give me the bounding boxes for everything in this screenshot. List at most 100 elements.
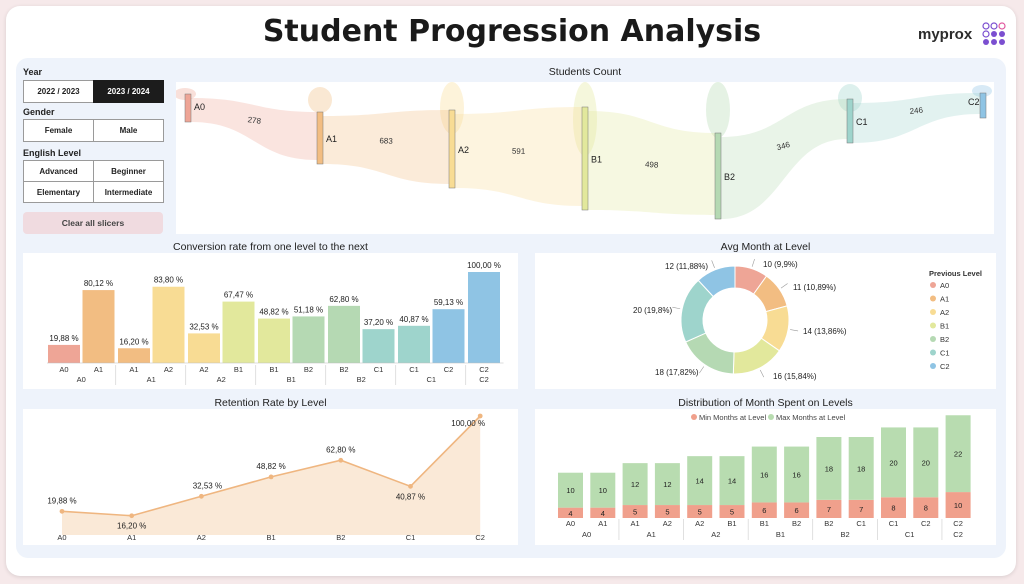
sankey-node-label: C2 (968, 97, 980, 107)
retention-rate-title: Retention Rate by Level (214, 397, 327, 409)
retention-point-B1 (268, 474, 274, 480)
sankey-flow-value: 683 (379, 136, 393, 145)
donut-legend-label: B1 (940, 322, 949, 331)
distribution-min-label: 6 (795, 506, 799, 515)
donut-legend-label: A2 (940, 308, 949, 317)
conversion-bar-label: 67,47 % (224, 291, 253, 300)
english-level-slicer-label: English Level (23, 148, 82, 158)
sankey-flow-value: 278 (247, 115, 262, 126)
distribution-bar-max-B1 (751, 446, 777, 503)
retention-point-A0 (59, 508, 65, 514)
conversion-group-label: A0 (77, 375, 86, 384)
donut-legend-title: Previous Level (929, 269, 982, 278)
sankey-flow-C1-C2 (853, 93, 980, 143)
distribution-group-label: C1 (905, 530, 915, 539)
retention-area (62, 416, 481, 535)
conversion-bar-C1-C1 (398, 325, 430, 363)
clear-all-slicers-button[interactable]: Clear all slicers (23, 212, 163, 234)
avg-month-donut-chart: 10 (9,9%) 11 (10,89%) 14 (13,86%) 16 (15,84… (633, 258, 982, 381)
retention-tick-label: C1 (406, 533, 416, 542)
level-beginner-button[interactable]: Beginner (93, 160, 164, 182)
sankey-node-halo (838, 84, 862, 112)
distribution-min-label: 4 (568, 509, 572, 518)
donut-legend-swatch-B2 (930, 336, 936, 342)
distribution-bar-min-C2 (945, 492, 971, 518)
distribution-min-label: 7 (859, 505, 863, 514)
conversion-bar-A1-A1 (118, 348, 150, 363)
gender-female-button[interactable]: Female (23, 119, 94, 142)
donut-slice-label: 14 (13,86%) (803, 327, 847, 336)
conversion-bar-B1-B1 (258, 318, 290, 363)
distribution-max-label: 18 (825, 464, 833, 473)
donut-leader-line (759, 369, 765, 378)
sankey-node-halo (972, 85, 992, 97)
conversion-group-label: C1 (426, 375, 436, 384)
conversion-bar-label: 16,20 % (119, 337, 148, 346)
conversion-tick-label: C1 (374, 365, 384, 374)
distribution-bar-min-B1 (719, 505, 745, 518)
retention-tick-label: B2 (336, 533, 345, 542)
sankey-node-halo (308, 87, 332, 113)
distribution-bar-max-B2 (816, 437, 842, 500)
distribution-max-label: 12 (663, 480, 671, 489)
sankey-node-label: C1 (856, 117, 868, 127)
conversion-bar-C1-C2 (432, 309, 465, 363)
sankey-flow-value: 591 (512, 147, 526, 156)
level-intermediate-button[interactable]: Intermediate (93, 181, 164, 203)
distribution-max-label: 10 (599, 486, 607, 495)
distribution-tick-label: A1 (631, 519, 640, 528)
sankey-node-B2 (714, 132, 722, 220)
retention-point-label: 100,00 % (451, 419, 485, 428)
distribution-min-label: 4 (601, 509, 605, 518)
retention-point-label: 19,88 % (47, 496, 76, 505)
gender-male-button[interactable]: Male (93, 119, 164, 142)
donut-leader-line (699, 366, 705, 374)
donut-slice-label: 20 (19,8%) (633, 306, 672, 315)
donut-legend-label: A1 (940, 295, 949, 304)
conversion-bar-label: 83,80 % (154, 276, 183, 285)
sankey-node-A1 (316, 111, 324, 165)
distribution-tick-label: A1 (598, 519, 607, 528)
donut-legend-swatch-A1 (930, 295, 936, 302)
conversion-bar-A0-A0 (48, 344, 80, 363)
distribution-bar-min-B1 (751, 502, 777, 518)
students-count-sankey: 278 683 591 498 346 246 A0 A1 A2 B1 B2 C1 C2 (176, 82, 992, 220)
donut-legend-label: C2 (940, 362, 950, 371)
year-2022-2023-button[interactable]: 2022 / 2023 (23, 80, 94, 103)
sankey-flow-value: 498 (645, 160, 659, 170)
sankey-flow-A0-A1 (191, 98, 317, 160)
sankey-node-label: B2 (724, 172, 735, 182)
retention-rate-chart: 19,88 % A0 16,20 % A1 32,53 % A2 48,82 % B1 62,8… (47, 413, 485, 542)
donut-legend-label: A0 (940, 281, 949, 290)
retention-point-A1 (129, 513, 135, 519)
distribution-min-label: 6 (762, 506, 766, 515)
distribution-max-label: 22 (954, 450, 962, 459)
conversion-bar-B2-C1 (362, 329, 395, 363)
retention-point-label: 62,80 % (326, 445, 355, 454)
distribution-tick-label: A2 (663, 519, 672, 528)
page-title: Student Progression Analysis (262, 14, 762, 49)
conversion-bar-label: 40,87 % (399, 315, 428, 324)
year-2023-2024-button[interactable]: 2023 / 2024 (93, 80, 164, 103)
year-slicer-label: Year (23, 67, 43, 77)
conversion-tick-label: A0 (59, 365, 68, 374)
distribution-tick-label: C2 (921, 519, 931, 528)
donut-slice-label: 11 (10,89%) (793, 283, 836, 292)
distribution-bar-max-C1 (881, 427, 906, 498)
level-advanced-button[interactable]: Advanced (23, 160, 94, 182)
conversion-bar-A2-B1 (222, 301, 255, 363)
level-elementary-button[interactable]: Elementary (23, 181, 94, 203)
donut-leader-line (790, 329, 799, 332)
distribution-min-label: 7 (827, 505, 831, 514)
conversion-tick-label: C2 (479, 365, 489, 374)
donut-slice-label: 16 (15,84%) (773, 372, 817, 381)
retention-point-A2 (199, 493, 204, 499)
sankey-node-label: A2 (458, 145, 469, 155)
distribution-min-label: 5 (730, 508, 734, 517)
conversion-bar-label: 51,18 % (294, 305, 323, 314)
sankey-node-C1 (846, 98, 854, 144)
distribution-group-label: B2 (840, 530, 849, 539)
retention-tick-label: C2 (475, 533, 485, 542)
distribution-legend-swatch-min (691, 414, 697, 420)
distribution-bar-min-B2 (784, 502, 810, 518)
